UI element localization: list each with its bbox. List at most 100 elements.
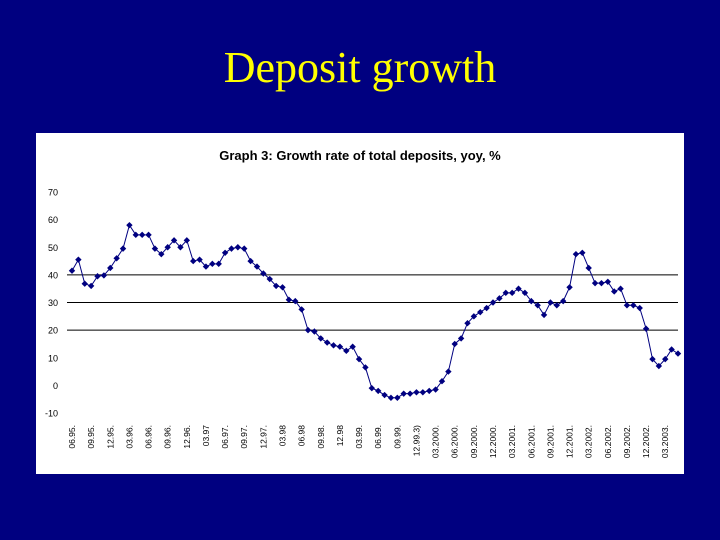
data-point: [304, 326, 312, 334]
data-point: [343, 347, 350, 355]
data-point: [221, 249, 229, 256]
data-point: [228, 245, 235, 252]
data-point: [547, 299, 554, 306]
x-tick-label: 12.96.: [182, 425, 192, 449]
data-point: [457, 335, 465, 342]
data-point: [126, 221, 133, 229]
data-point: [145, 231, 152, 239]
data-point: [138, 231, 146, 239]
data-point: [253, 263, 261, 270]
data-point: [196, 256, 203, 263]
data-point: [362, 364, 369, 371]
slide-title: Deposit growth: [223, 43, 497, 92]
x-axis-ticks: 06.95. 09.95. 12.95. 03.96. 06.96. 09.96. 12.9…: [67, 425, 670, 458]
data-point: [234, 244, 242, 251]
x-tick-label: 09.96.: [163, 425, 173, 449]
data-point: [559, 297, 567, 305]
line-chart: Graph 3: Growth rate of total deposits, …: [45, 148, 682, 458]
data-point: [368, 384, 376, 392]
x-tick-label: 09.95.: [86, 425, 96, 449]
data-point: [515, 285, 522, 292]
data-point: [330, 342, 337, 349]
data-point: [209, 260, 216, 268]
data-point: [151, 245, 159, 252]
data-point: [87, 282, 95, 290]
data-point: [502, 289, 509, 297]
x-tick-label: 12.95.: [105, 425, 115, 449]
data-point: [649, 355, 656, 363]
data-point: [241, 245, 248, 252]
data-point: [272, 282, 280, 290]
data-point: [215, 260, 222, 268]
data-point: [528, 297, 535, 305]
data-point: [470, 313, 478, 320]
data-point: [540, 311, 548, 319]
data-point: [483, 304, 490, 312]
x-tick-label: 03.2000.: [431, 425, 441, 458]
data-point: [674, 350, 682, 357]
data-point: [349, 343, 356, 350]
data-point: [266, 275, 273, 283]
x-tick-label: 03.99.: [354, 425, 364, 449]
data-point: [496, 295, 503, 302]
data-point: [426, 387, 433, 395]
data-point: [260, 270, 267, 277]
data-point: [438, 378, 446, 385]
data-point: [630, 302, 637, 309]
data-point: [464, 320, 471, 327]
y-axis-ticks: 70 60 50 40 30 20 10 0 -10: [45, 188, 58, 419]
chart-area: Graph 3: Growth rate of total deposits, …: [36, 133, 684, 474]
y-tick-label: 10: [48, 353, 58, 363]
data-point: [566, 284, 573, 291]
data-point: [177, 244, 184, 251]
data-point: [202, 263, 210, 270]
x-tick-label: 09.2000.: [469, 425, 479, 458]
data-point: [317, 335, 324, 342]
data-point: [113, 255, 120, 262]
x-tick-label: 09.98.: [316, 425, 326, 449]
y-tick-label: 40: [48, 270, 58, 280]
data-point: [432, 386, 439, 393]
series-line: [71, 223, 679, 399]
data-point: [477, 308, 484, 316]
data-point: [374, 387, 382, 395]
data-point: [100, 272, 108, 279]
data-point: [585, 264, 592, 272]
data-point: [158, 250, 165, 258]
data-point: [355, 355, 363, 363]
x-tick-label: 03.96.: [124, 425, 134, 449]
data-point: [190, 257, 197, 265]
data-point: [668, 346, 675, 353]
data-point: [598, 279, 605, 287]
y-tick-label: 70: [48, 188, 58, 198]
y-tick-label: 50: [48, 243, 58, 253]
data-point: [636, 304, 643, 312]
data-point: [75, 256, 82, 263]
x-tick-label: 12.98: [335, 425, 345, 447]
x-tick-label: 09.2002.: [622, 425, 632, 458]
x-tick-label: 06.96.: [144, 425, 154, 449]
data-point: [381, 391, 388, 399]
data-point: [623, 302, 631, 309]
data-point: [521, 289, 529, 297]
data-point: [642, 325, 650, 332]
data-point: [445, 368, 452, 375]
data-point: [94, 273, 101, 280]
data-point: [323, 339, 331, 346]
x-tick-label: 03.97: [201, 425, 211, 447]
data-point: [662, 355, 669, 363]
x-tick-label: 09.99.: [392, 425, 402, 449]
x-tick-label: 06.2000.: [450, 425, 460, 458]
data-point: [617, 285, 624, 292]
data-point: [604, 278, 612, 285]
x-tick-label: 03.2002.: [584, 425, 594, 458]
gridlines: [67, 274, 678, 331]
data-point: [81, 280, 88, 287]
data-point: [400, 390, 407, 397]
data-point: [247, 257, 254, 265]
data-point: [279, 284, 286, 291]
data-point: [285, 296, 293, 303]
x-tick-label: 12.2002.: [641, 425, 651, 458]
data-point: [68, 267, 76, 274]
y-tick-label: 30: [48, 298, 58, 308]
